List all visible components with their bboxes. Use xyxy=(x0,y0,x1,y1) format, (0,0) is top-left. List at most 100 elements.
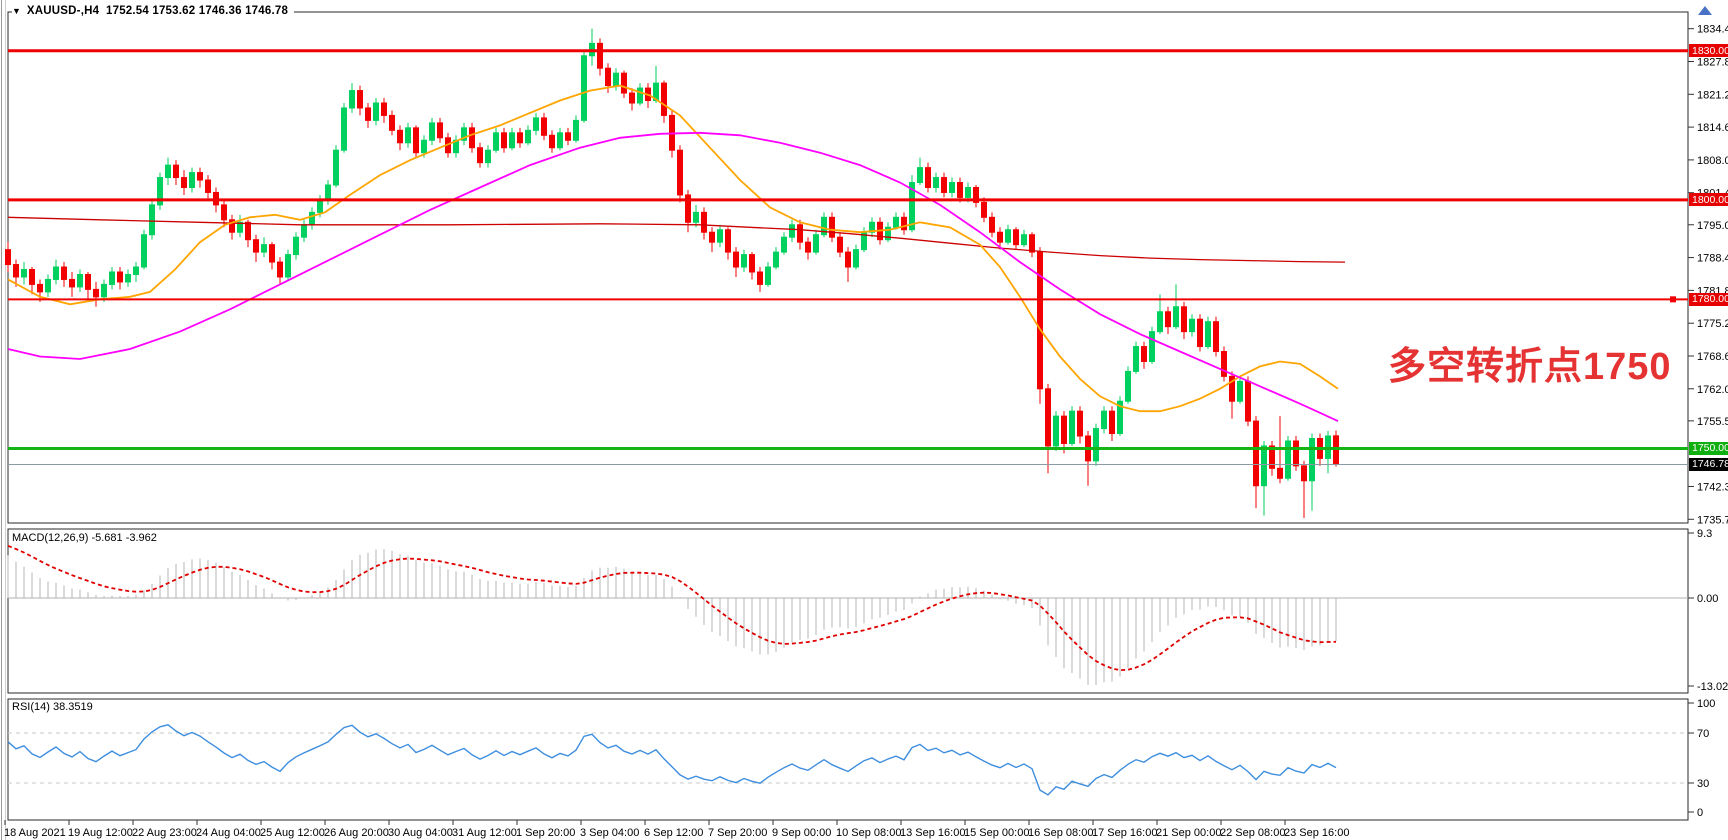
candle-body xyxy=(613,72,619,87)
candle-body xyxy=(397,129,403,144)
price-badge-1800.00: 1800.00 xyxy=(1689,193,1728,207)
candle-body xyxy=(1125,370,1131,402)
candle-body xyxy=(685,194,691,223)
candle-body xyxy=(29,269,35,285)
rsi-indicator-label: RSI(14) 38.3519 xyxy=(12,701,93,713)
candle-body xyxy=(357,90,363,109)
candle-body xyxy=(869,221,875,233)
time-tick-label: 30 Aug 04:00 xyxy=(388,827,453,839)
candle-body xyxy=(821,216,827,236)
candle-body xyxy=(837,236,843,253)
candle-body xyxy=(1165,311,1171,328)
candle-body xyxy=(541,117,547,136)
time-tick-label: 3 Sep 04:00 xyxy=(580,827,639,839)
candle-body xyxy=(1053,415,1059,447)
candle-body xyxy=(725,229,731,253)
candle-body xyxy=(1005,229,1011,243)
candle-body xyxy=(749,254,755,273)
macd-indicator-label: MACD(12,26,9) -5.681 -3.962 xyxy=(12,532,157,544)
price-badge-1750.00: 1750.00 xyxy=(1689,441,1728,455)
candle-body xyxy=(901,216,907,231)
time-tick-label: 15 Sep 00:00 xyxy=(964,827,1029,839)
candle-body xyxy=(557,132,563,149)
candle-body xyxy=(597,42,603,69)
candle-body xyxy=(221,204,227,221)
candle-body xyxy=(125,273,131,283)
candle-body xyxy=(165,164,171,179)
chinese-annotation: 多空转折点1750 xyxy=(1388,346,1672,388)
candle-body xyxy=(1149,331,1155,362)
price-tick-label: 1755.55 xyxy=(1697,416,1728,428)
candle-body xyxy=(941,177,947,193)
macd-axis-label: -13.027 xyxy=(1697,681,1728,693)
time-tick-label: 31 Aug 12:00 xyxy=(452,827,517,839)
time-tick-label: 26 Aug 20:00 xyxy=(324,827,389,839)
time-tick-label: 6 Sep 12:00 xyxy=(644,827,703,839)
macd-axis-label: 9.3 xyxy=(1697,528,1712,540)
candle-body xyxy=(1301,465,1307,482)
price-tick-label: 1768.60 xyxy=(1697,351,1728,363)
hline-handle[interactable] xyxy=(1670,296,1676,303)
candle-body xyxy=(469,127,475,149)
price-tick-label: 1827.85 xyxy=(1697,56,1728,68)
candle-body xyxy=(917,167,923,184)
candle-body xyxy=(109,271,115,285)
candle-body xyxy=(949,182,955,193)
time-tick-label: 22 Sep 08:00 xyxy=(1220,827,1285,839)
candle-body xyxy=(93,288,99,298)
candle-body xyxy=(269,244,275,263)
candle-body xyxy=(173,164,179,179)
rsi-axis-label: 70 xyxy=(1697,728,1709,740)
time-tick-label: 25 Aug 12:00 xyxy=(260,827,325,839)
price-badge-1830.00: 1830.00 xyxy=(1689,44,1728,58)
candle-body xyxy=(757,271,763,285)
candle-body xyxy=(181,177,187,188)
candle-body xyxy=(1069,410,1075,444)
candle-body xyxy=(845,251,851,268)
price-tick-label: 1788.40 xyxy=(1697,253,1728,265)
candle-body xyxy=(1333,435,1339,465)
candle-body xyxy=(1277,467,1283,479)
pane-frame-2[interactable] xyxy=(7,698,1689,821)
candle-body xyxy=(501,132,507,149)
candle-body xyxy=(1045,388,1051,447)
candle-body xyxy=(765,266,771,285)
candle-body xyxy=(365,107,371,121)
rsi-axis-label: 0 xyxy=(1697,807,1703,819)
candle-body xyxy=(293,236,299,256)
candle-body xyxy=(1061,415,1067,444)
candle-body xyxy=(1189,318,1195,333)
candle-body xyxy=(437,122,443,139)
candle-body xyxy=(1229,375,1235,402)
candle-body xyxy=(973,186,979,203)
symbol-dropdown-icon[interactable]: ▼ xyxy=(12,6,21,16)
candle-body xyxy=(1037,251,1043,390)
candle-body xyxy=(1141,346,1147,362)
chart-shift-marker-icon[interactable] xyxy=(1698,6,1712,15)
time-tick-label: 16 Sep 08:00 xyxy=(1028,827,1093,839)
macd-signal-line xyxy=(7,544,1337,672)
candle-body xyxy=(1101,410,1107,430)
candle-body xyxy=(189,172,195,188)
candle-body xyxy=(853,249,859,268)
candle-body xyxy=(253,239,259,253)
price-tick-label: 1742.35 xyxy=(1697,481,1728,493)
price-tick-label: 1795.00 xyxy=(1697,220,1728,232)
candle-body xyxy=(1157,311,1163,333)
candle-body xyxy=(197,172,203,181)
ma-orange-line xyxy=(7,84,1339,413)
candle-body xyxy=(1093,428,1099,462)
candle-body xyxy=(829,216,835,238)
time-tick-label: 24 Aug 04:00 xyxy=(196,827,261,839)
candle-body xyxy=(1269,445,1275,469)
candle-body xyxy=(133,266,139,275)
candle-body xyxy=(405,127,411,144)
time-tick-label: 10 Sep 08:00 xyxy=(836,827,901,839)
candle-body xyxy=(741,254,747,268)
candle-body xyxy=(981,201,987,218)
rsi-line xyxy=(7,724,1337,796)
time-tick-label: 18 Aug 2021 xyxy=(4,827,66,839)
candle-body xyxy=(549,134,555,149)
